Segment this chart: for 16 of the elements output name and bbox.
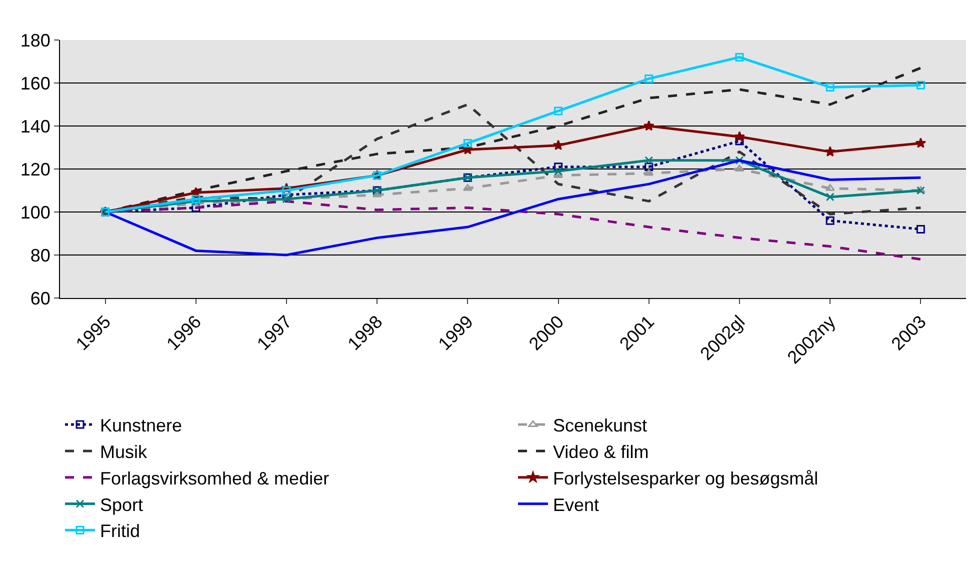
y-tick-label: 140: [20, 116, 50, 136]
y-tick-label: 60: [30, 288, 50, 308]
legend-label: Event: [553, 494, 600, 515]
legend-label: Musik: [100, 442, 148, 462]
legend-label: Video & film: [553, 442, 649, 462]
legend-label: Scenekunst: [553, 416, 648, 436]
y-tick-label: 120: [20, 159, 50, 180]
y-tick-label: 180: [20, 30, 50, 50]
y-tick-label: 160: [20, 73, 50, 94]
legend-label: Forlystelsesparker og besøgsmål: [553, 468, 818, 488]
legend-label: Fritid: [100, 521, 140, 542]
y-tick-label: 80: [30, 245, 50, 266]
y-tick-label: 100: [20, 202, 50, 222]
legend-label: Sport: [100, 494, 144, 515]
legend-label: Kunstnere: [100, 416, 182, 436]
legend-label: Forlagsvirksomhed & medier: [100, 468, 330, 488]
